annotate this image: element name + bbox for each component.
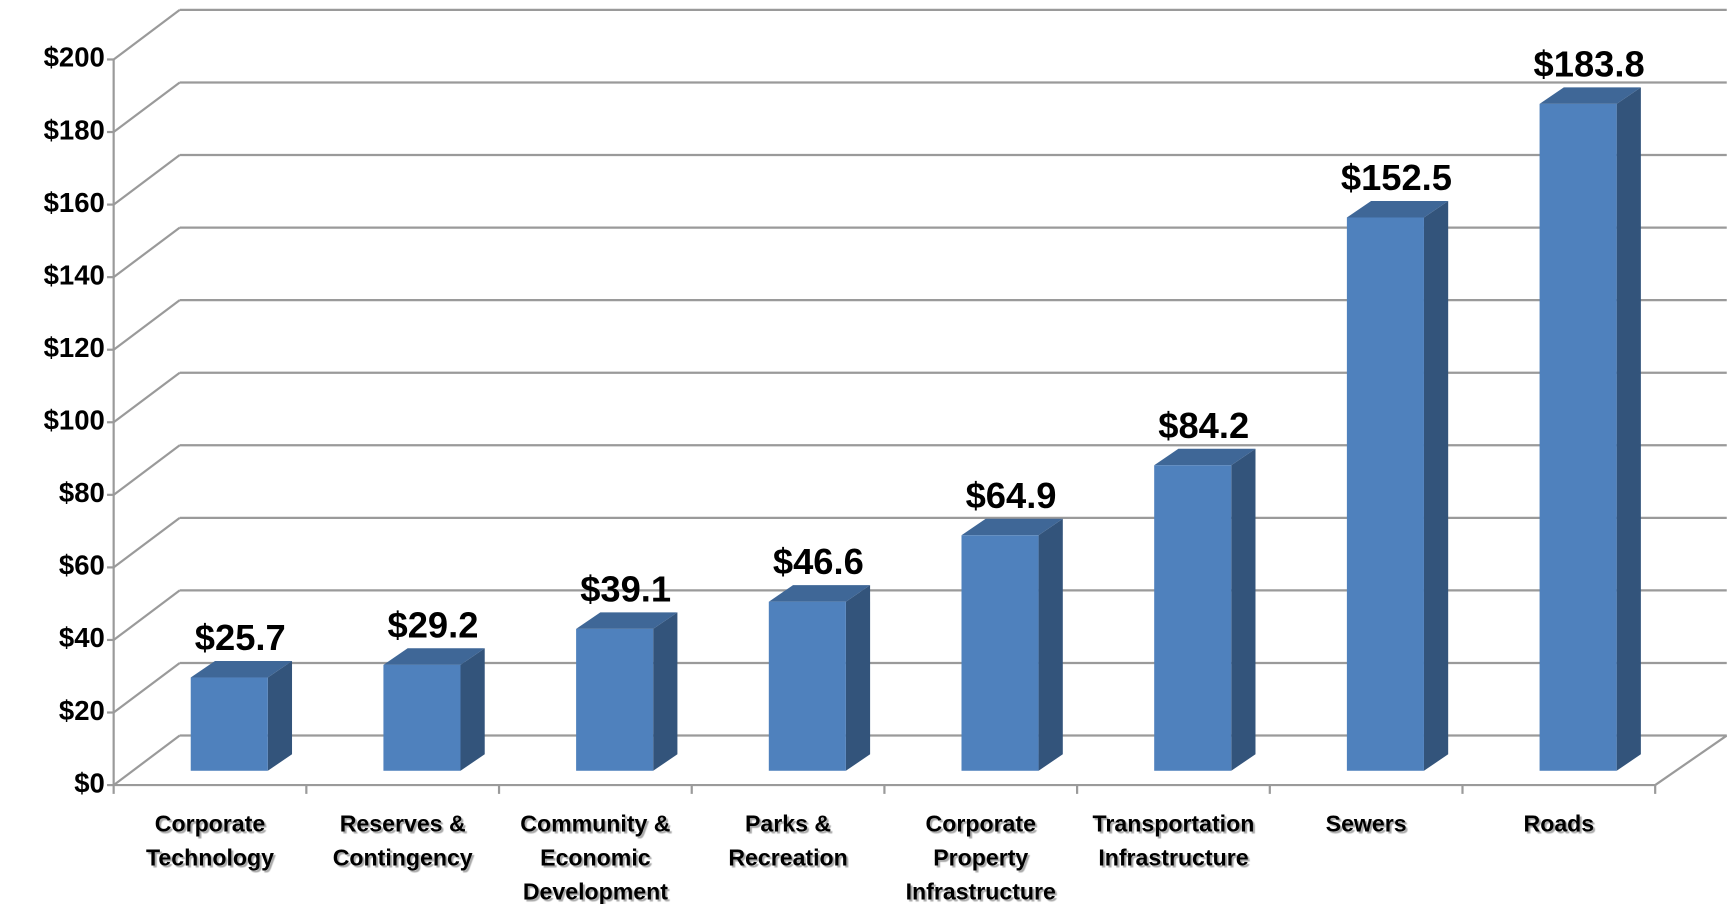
y-tick-label: $80 [59, 477, 105, 508]
x-tick-label: Reserves & Contingency [333, 810, 473, 870]
y-tick-label: $120 [44, 332, 105, 363]
value-label: $39.1 [580, 568, 671, 609]
grid-diagonal [112, 589, 181, 641]
grid-diagonal [112, 299, 181, 351]
bar-top [190, 661, 293, 678]
bar-side [845, 585, 871, 771]
bar [961, 518, 1063, 771]
y-tick-label: $200 [44, 42, 105, 73]
bar-front [1346, 217, 1424, 771]
value-label: $29.2 [388, 604, 479, 645]
grid-diagonal [112, 154, 181, 206]
bar-side [1423, 200, 1449, 771]
bar [1539, 87, 1641, 771]
grid-diagonal [112, 9, 181, 61]
y-tick-label: $140 [44, 259, 105, 290]
x-tick-label: Parks & Recreation [728, 810, 847, 870]
value-label: $64.9 [966, 475, 1057, 516]
bar-side [1038, 518, 1063, 771]
bar-front [768, 601, 846, 771]
bar-top [383, 648, 485, 665]
bar-top [1539, 87, 1641, 104]
bar [383, 648, 485, 771]
x-tick-label: Roads [1524, 810, 1595, 836]
value-label: $25.7 [195, 617, 286, 658]
bar-top [1346, 200, 1449, 218]
bar-front [1154, 465, 1232, 771]
y-tick-label: $60 [59, 550, 105, 581]
y-tick-label: $100 [44, 405, 105, 436]
bar [768, 585, 871, 771]
grid-diagonal [112, 371, 181, 424]
grid-diagonal [112, 81, 181, 133]
bar-front [190, 677, 268, 771]
bar-top [961, 518, 1063, 536]
bar-top [768, 585, 871, 602]
grid [107, 8, 1727, 794]
bar-side [653, 612, 678, 771]
bar-side [1616, 87, 1641, 771]
value-label: $46.6 [773, 541, 864, 582]
bar [1346, 200, 1449, 771]
bar-front [383, 664, 461, 771]
grid-diagonal [112, 516, 181, 569]
x-tick-label: Transportation Infrastructure [1093, 810, 1255, 870]
value-label: $84.2 [1158, 405, 1249, 446]
y-tick-label: $0 [74, 767, 105, 798]
bar [1154, 448, 1256, 771]
y-tick-label: $180 [44, 114, 105, 145]
bar-side [460, 648, 485, 771]
grid-diagonal [112, 734, 181, 786]
y-tick-label: $40 [59, 622, 105, 653]
bar-top [1154, 448, 1256, 466]
x-tick-label: Corporate Technology [146, 810, 274, 870]
bar-side [1231, 448, 1256, 771]
bar-front [576, 628, 654, 771]
bar-side [267, 661, 293, 771]
y-tick-label: $160 [44, 187, 105, 218]
labels: $0 $20 $40 $60 $80 $100 $120 $140 $160 $180 $200 Co… [44, 42, 1645, 904]
grid-diagonal [112, 662, 181, 714]
bars [190, 87, 1641, 771]
y-tick-label: $20 [59, 695, 105, 726]
bar [576, 612, 678, 771]
bar-front [961, 535, 1039, 771]
x-tick-label: Community & Economic Development [520, 810, 670, 904]
grid-diagonal [112, 444, 181, 496]
value-label: $183.8 [1534, 43, 1645, 84]
floor-right [1654, 734, 1727, 786]
bar [190, 661, 293, 771]
x-tick-label: Corporate Property Infrastructure [906, 810, 1056, 904]
bar-front [1539, 103, 1617, 771]
grid-diagonal [112, 226, 181, 279]
value-label: $152.5 [1341, 157, 1452, 198]
x-tick-label: Sewers [1326, 810, 1407, 836]
bar-top [576, 612, 678, 629]
